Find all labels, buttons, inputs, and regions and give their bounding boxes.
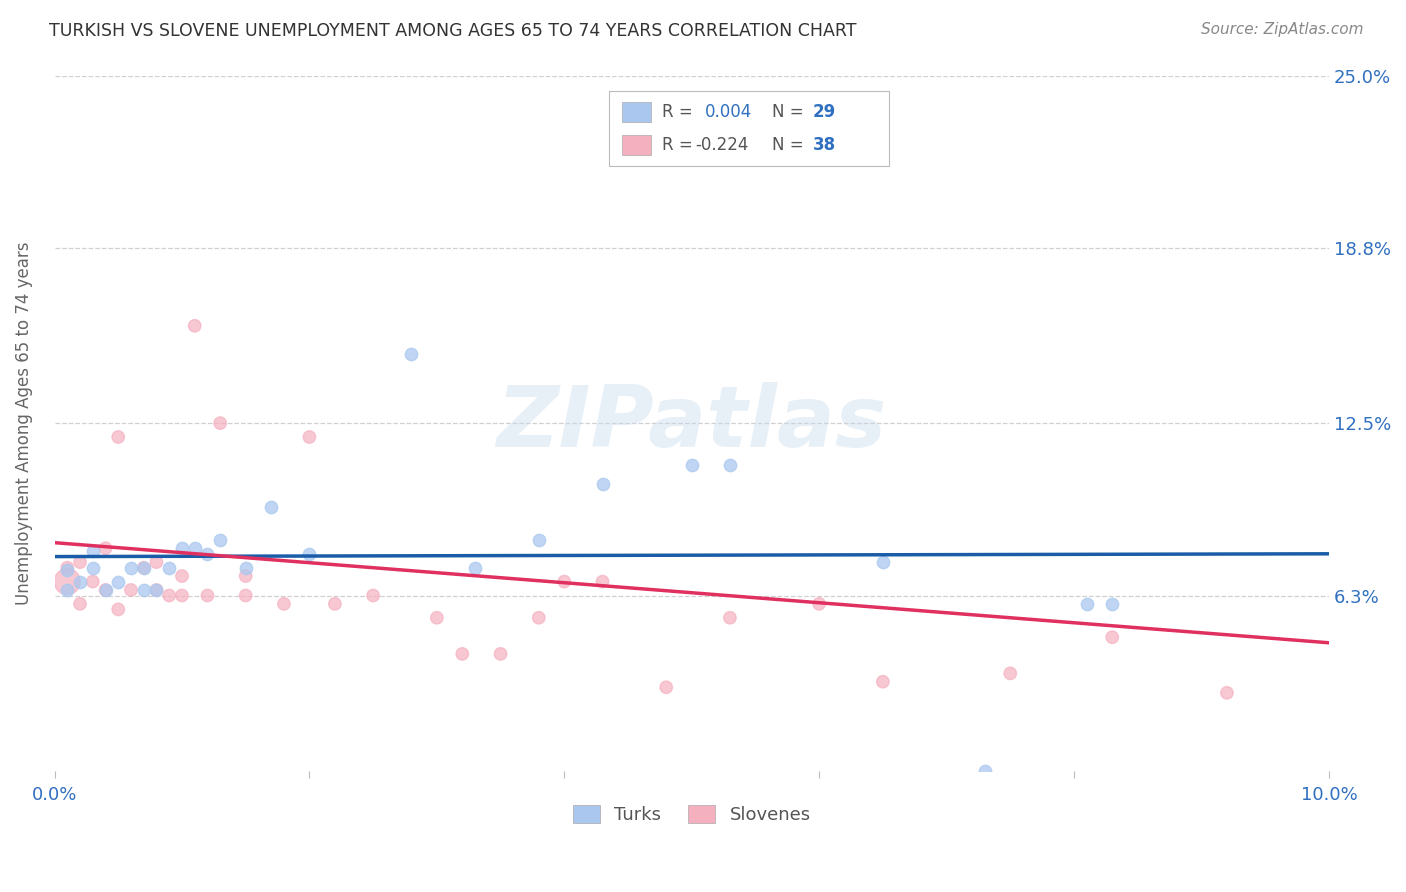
Point — [235, 560, 257, 574]
Text: -0.224: -0.224 — [696, 136, 749, 154]
Text: Source: ZipAtlas.com: Source: ZipAtlas.com — [1201, 22, 1364, 37]
Point — [655, 680, 678, 694]
Point — [145, 582, 167, 597]
Point — [170, 541, 193, 556]
Point — [132, 582, 155, 597]
Text: N =: N = — [772, 136, 808, 154]
Point — [235, 569, 257, 583]
Point — [82, 544, 104, 558]
Point — [718, 458, 741, 472]
Point — [94, 541, 117, 556]
Point — [56, 574, 79, 589]
Point — [197, 589, 219, 603]
Point — [808, 597, 831, 611]
Point — [209, 533, 232, 547]
Point — [298, 430, 321, 444]
Point — [132, 560, 155, 574]
Point — [298, 547, 321, 561]
Text: 38: 38 — [813, 136, 837, 154]
Point — [94, 582, 117, 597]
Point — [170, 569, 193, 583]
Point — [1216, 686, 1239, 700]
Point — [1101, 630, 1123, 644]
Text: N =: N = — [772, 103, 808, 120]
Point — [872, 674, 894, 689]
Point — [260, 500, 283, 514]
Point — [553, 574, 575, 589]
Point — [273, 597, 295, 611]
Point — [426, 611, 449, 625]
Point — [56, 560, 79, 574]
Point — [718, 611, 741, 625]
Point — [527, 533, 550, 547]
Point — [197, 547, 219, 561]
Point — [132, 560, 155, 574]
Point — [107, 430, 129, 444]
Point — [1000, 666, 1022, 681]
FancyBboxPatch shape — [621, 135, 651, 154]
Point — [69, 555, 91, 569]
Point — [401, 346, 423, 360]
Point — [69, 574, 91, 589]
Point — [464, 560, 486, 574]
Point — [1076, 597, 1098, 611]
Point — [107, 602, 129, 616]
Point — [592, 477, 614, 491]
Point — [69, 597, 91, 611]
Legend: Turks, Slovenes: Turks, Slovenes — [572, 805, 811, 824]
Point — [157, 560, 180, 574]
Point — [145, 555, 167, 569]
Point — [56, 564, 79, 578]
Text: R =: R = — [662, 103, 699, 120]
Point — [82, 574, 104, 589]
Point — [323, 597, 346, 611]
Point — [82, 560, 104, 574]
Point — [145, 582, 167, 597]
Point — [94, 582, 117, 597]
Point — [209, 416, 232, 430]
Point — [120, 582, 142, 597]
Point — [681, 458, 703, 472]
Point — [170, 589, 193, 603]
Text: 29: 29 — [813, 103, 837, 120]
Point — [157, 589, 180, 603]
Point — [527, 611, 550, 625]
Point — [183, 318, 205, 333]
FancyBboxPatch shape — [609, 91, 889, 166]
Point — [872, 555, 894, 569]
Point — [973, 764, 995, 778]
Point — [183, 541, 205, 556]
Text: 0.004: 0.004 — [704, 103, 752, 120]
Point — [592, 574, 614, 589]
Point — [235, 589, 257, 603]
Point — [489, 647, 512, 661]
Point — [361, 589, 384, 603]
Point — [120, 560, 142, 574]
FancyBboxPatch shape — [621, 102, 651, 121]
Y-axis label: Unemployment Among Ages 65 to 74 years: Unemployment Among Ages 65 to 74 years — [15, 242, 32, 605]
Point — [451, 647, 474, 661]
Text: TURKISH VS SLOVENE UNEMPLOYMENT AMONG AGES 65 TO 74 YEARS CORRELATION CHART: TURKISH VS SLOVENE UNEMPLOYMENT AMONG AG… — [49, 22, 856, 40]
Point — [1101, 597, 1123, 611]
Text: ZIPatlas: ZIPatlas — [496, 382, 887, 465]
Point — [107, 574, 129, 589]
Text: R =: R = — [662, 136, 699, 154]
Point — [56, 582, 79, 597]
